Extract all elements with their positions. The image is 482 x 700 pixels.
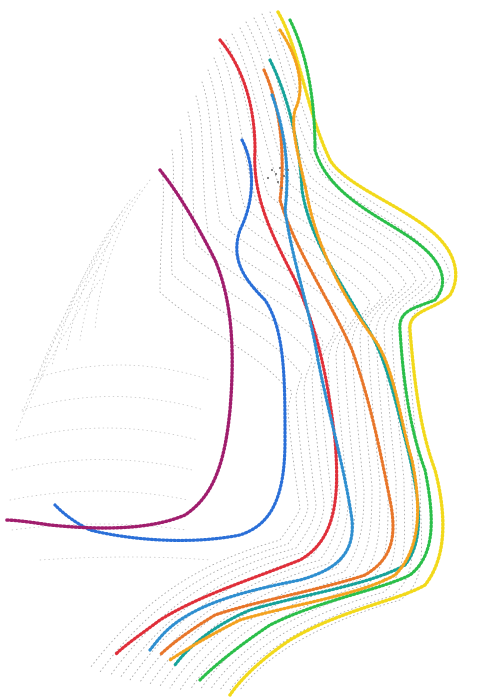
mesh-line <box>159 57 371 687</box>
mesh-line <box>219 17 435 691</box>
contour-yellow <box>228 10 458 697</box>
mesh-lines <box>89 11 451 691</box>
contour-purple <box>3 168 234 530</box>
mesh-line <box>169 47 383 689</box>
fan-line <box>29 241 111 397</box>
eye-dot <box>274 172 278 176</box>
fan-line <box>65 199 131 353</box>
fan-line <box>29 364 211 381</box>
mesh-line <box>139 81 347 683</box>
fan-line <box>11 459 193 471</box>
eye-dot <box>266 176 270 180</box>
contour-blue <box>148 93 354 652</box>
fan-line <box>15 279 101 433</box>
contour-green <box>198 18 445 682</box>
eye-dot <box>270 168 274 172</box>
mesh-line <box>99 149 309 673</box>
eye-dot <box>282 174 286 178</box>
eye-cluster <box>266 166 290 190</box>
mesh-line <box>229 13 443 691</box>
mesh-line <box>89 171 301 669</box>
eye-dot <box>276 180 280 184</box>
fan-line <box>9 490 189 501</box>
fan-line <box>51 211 123 367</box>
contour-orange-2 <box>158 68 395 657</box>
contour-red <box>113 38 339 657</box>
contour-orange <box>168 28 420 662</box>
eye-dot <box>280 186 284 190</box>
fan-line <box>39 556 211 561</box>
mesh-line <box>149 69 359 685</box>
fan-line <box>15 427 199 441</box>
eye-dot <box>286 168 290 172</box>
mesh-line <box>179 39 395 691</box>
contour-blue-2 <box>53 138 287 543</box>
colored-contours <box>3 10 458 697</box>
eye-dot <box>278 166 282 170</box>
mesh-line <box>109 129 317 677</box>
back-head-lines <box>9 179 211 561</box>
fan-line <box>39 225 117 381</box>
fan-line <box>79 189 141 341</box>
mesh-line <box>119 111 325 679</box>
fan-line <box>21 396 205 411</box>
fan-line <box>21 259 105 415</box>
fan-line <box>94 179 151 331</box>
fan-line <box>11 523 187 531</box>
mesh-line <box>129 95 335 681</box>
mesh-line <box>199 27 417 691</box>
